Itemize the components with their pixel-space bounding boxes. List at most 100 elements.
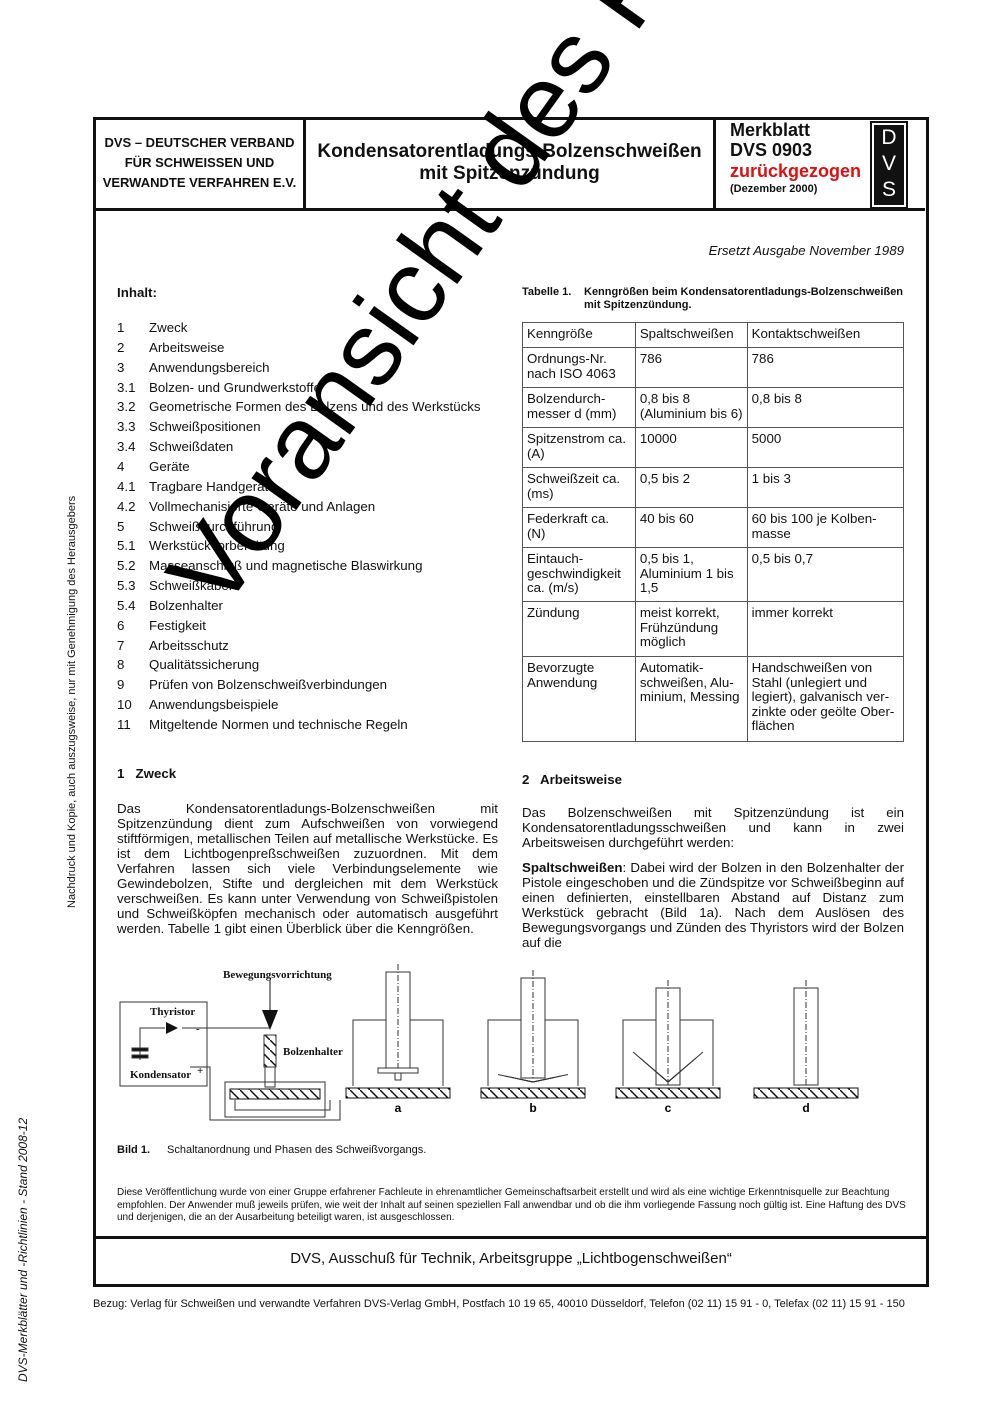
org-line: DVS – DEUTSCHER VERBAND <box>104 134 295 150</box>
table-cell: 1 bis 3 <box>746 467 905 508</box>
title-line: mit Spitzenzündung <box>419 162 600 184</box>
table-cell: 0,5 bis 1, Aluminium 1 bis 1,5 <box>634 547 748 602</box>
thyristor-icon <box>166 1022 178 1034</box>
replaces-note: Ersetzt Ausgabe November 1989 <box>708 243 904 258</box>
welding-diagram: Bewegungsvorrichtung Thyristor Kondensat… <box>119 964 859 1121</box>
table-cell: Eintauch­geschwindigkeit ca. (m/s) <box>522 547 636 602</box>
toc-number: 3.3 <box>117 419 136 435</box>
toc-number: 5 <box>117 518 125 534</box>
table-cell: Kontaktschweißen <box>746 322 905 348</box>
table-cell: Automatik­schweißen, Alu­minium, Messing <box>634 656 748 742</box>
table-cell: 5000 <box>746 427 905 468</box>
toc-number: 5.3 <box>117 578 136 594</box>
toc-number: 3.1 <box>117 379 136 395</box>
label-plus: + <box>197 1065 203 1077</box>
toc-label: Qualitätssicherung <box>149 657 260 673</box>
table-cell: Spaltschweißen <box>634 322 748 348</box>
table-cell: Handschweißen von Stahl (unlegiert und l… <box>746 656 905 742</box>
divider <box>96 1236 926 1239</box>
toc-number: 10 <box>117 697 132 713</box>
document-date: (Dezember 2000) <box>730 183 818 195</box>
table-row: Zündung meist korrekt, Frühzündung möglic… <box>522 601 905 657</box>
toc-label: Masseanschluß und magnetische Blaswirkun… <box>149 558 423 574</box>
table-cell: 0,8 bis 8 <box>746 387 905 428</box>
table-cell: 10000 <box>634 427 748 468</box>
section-heading: 2 Arbeitsweise <box>522 772 623 787</box>
label-minus: - <box>196 1023 200 1035</box>
figure-caption: Bild 1. Schaltanordnung und Phasen des Sc… <box>117 1144 427 1156</box>
table-cell: 0,8 bis 8 (Aluminium bis 6) <box>634 387 748 428</box>
merkblatt-label: Merkblatt <box>730 120 811 140</box>
table-cell: 786 <box>634 347 748 388</box>
section-body: Spaltschweißen: Dabei wird der Bolzen in… <box>522 860 904 950</box>
title-line: Kondensatorentladungs-Bolzenschweißen <box>317 140 702 162</box>
toc-label: Geräte <box>149 458 190 474</box>
toc-label: Arbeitsweise <box>149 339 225 355</box>
label-thyristor: Thyristor <box>150 1006 195 1018</box>
table-cell: 40 bis 60 <box>634 507 748 548</box>
table-caption: Tabelle 1. Kenngrößen beim Kondensatorent… <box>522 286 904 311</box>
org-line: FÜR SCHWEISSEN UND <box>124 154 275 170</box>
document-title: Kondensatorentladungs-Bolzenschweißen mit… <box>306 117 716 211</box>
table-cell: Bevorzugte Anwendung <box>522 656 636 742</box>
arrow-icon <box>262 1010 278 1030</box>
toc-number: 2 <box>117 339 125 355</box>
table-cell: Zündung <box>522 601 636 657</box>
toc-label: Schweißkabel <box>149 578 232 594</box>
publisher-contact: Bezug: Verlag für Schweißen und verwandt… <box>93 1298 905 1310</box>
toc-number: 4.1 <box>117 478 136 494</box>
status-note: DVS-Merkblätter und -Richtlinien - Stand… <box>16 1117 30 1382</box>
toc-number: 4.2 <box>117 498 136 514</box>
toc-label: Bolzenhalter <box>149 597 223 613</box>
table-row: Bolzendurch­messer d (mm) 0,8 bis 8 (Alum… <box>522 387 905 428</box>
document-number: DVS 0903 <box>730 140 813 160</box>
table-row: Federkraft ca. (N) 40 bis 60 60 bis 100 je… <box>522 507 905 548</box>
toc-label: Schweißdurchführung <box>149 518 279 534</box>
table-row: Spitzenstrom ca. (A) 10000 5000 <box>522 427 905 468</box>
table-cell: 0,5 bis 0,7 <box>746 547 905 602</box>
left-column-section: 1 Zweck Das Kondensatorentladungs-Bolzen… <box>117 766 498 936</box>
toc-number: 7 <box>117 637 125 653</box>
toc-number: 3.4 <box>117 439 136 455</box>
table-cell: Ordnungs-Nr. nach ISO 4063 <box>522 347 636 388</box>
copyright-note: Nachdruck und Kopie, auch auszugsweise, … <box>66 495 78 908</box>
table-cell: 786 <box>746 347 905 388</box>
toc-label: Schweißdaten <box>149 439 234 455</box>
table-cell: Federkraft ca. (N) <box>522 507 636 548</box>
toc-number: 6 <box>117 617 125 633</box>
toc-number: 5.1 <box>117 538 136 554</box>
page-frame <box>93 117 929 1287</box>
toc-label: Zweck <box>149 320 188 335</box>
toc-label: Anwendungsbereich <box>149 359 270 375</box>
toc-number: 11 <box>117 717 131 732</box>
label-motion: Bewegungsvorrichtung <box>223 969 332 981</box>
right-column: Tabelle 1. Kenngrößen beim Kondensatorent… <box>522 286 905 950</box>
parameters-table: Kenngröße Spaltschweißen Kontaktschweißen O… <box>522 322 905 742</box>
toc-label: Werkstückvorbereitung <box>149 538 285 554</box>
phase-label: c <box>665 1101 672 1115</box>
toc-label: Vollmechanisierte Geräte und Anlagen <box>149 498 376 514</box>
phase-d: d <box>753 980 859 1115</box>
section-body: Das Kondensatorentladungs-Bolzenschweiße… <box>117 801 498 936</box>
section-body: Das Bolzenschweißen mit Spitzenzündung i… <box>522 805 904 850</box>
toc-label: Anwendungsbeispiele <box>149 697 279 713</box>
toc-title: Inhalt: <box>117 285 157 300</box>
toc-label: Prüfen von Bolzenschweißverbindungen <box>149 677 388 693</box>
table-cell: Schweißzeit ca. (ms) <box>522 467 636 508</box>
toc-label: Schweißpositionen <box>149 419 261 435</box>
toc-label: Festigkeit <box>149 617 206 633</box>
toc-number: 1 <box>117 320 125 335</box>
table-cell: Kenngröße <box>522 322 636 348</box>
phase-label: b <box>529 1101 536 1115</box>
phase-label: a <box>395 1101 402 1115</box>
publisher-name: DVS – DEUTSCHER VERBAND FÜR SCHWEISSEN UN… <box>96 117 306 211</box>
table-cell: Bolzendurch­messer d (mm) <box>522 387 636 428</box>
table-header-row: Kenngröße Spaltschweißen Kontaktschweißen <box>522 322 905 348</box>
toc-number: 3 <box>117 359 125 375</box>
withdrawn-stamp: zurückgezogen <box>730 161 862 181</box>
document-id-box: Merkblatt DVS 0903 zurückgezogen (Dezemb… <box>716 117 925 211</box>
phase-c: c <box>615 980 721 1115</box>
